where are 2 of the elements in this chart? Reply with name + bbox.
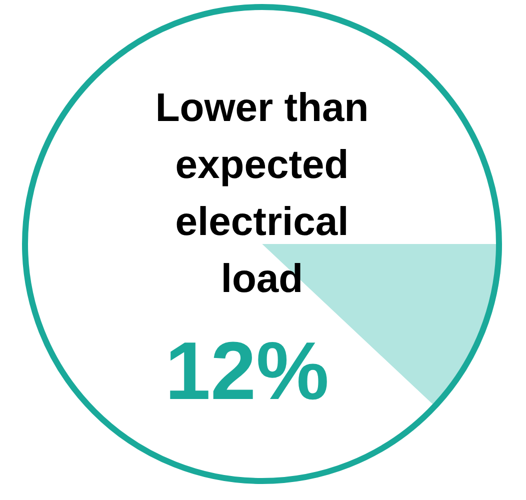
text: 12%	[164, 326, 330, 417]
text: Lower than expected electrical load	[154, 85, 370, 303]
